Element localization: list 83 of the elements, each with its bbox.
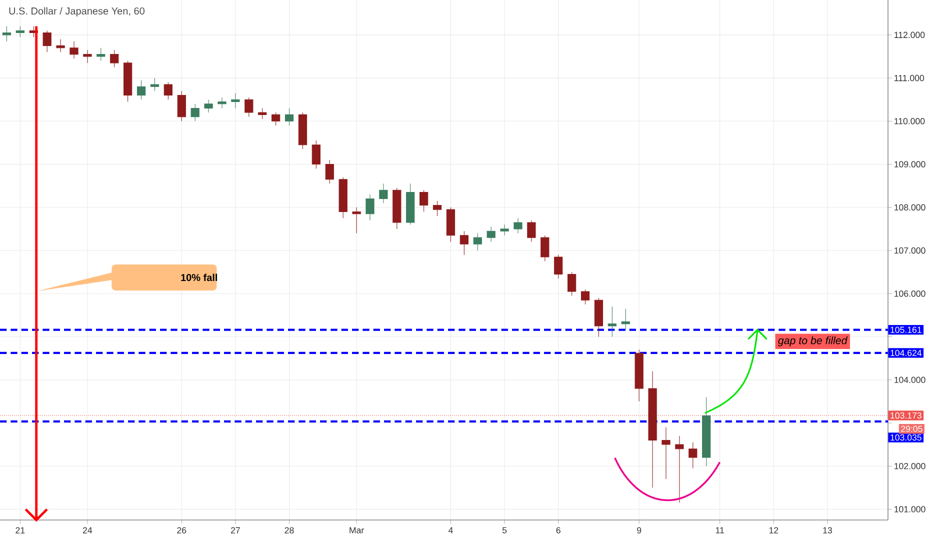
candlestick (244, 97, 254, 118)
y-tick-label: 109.000 (894, 161, 926, 168)
candlestick (164, 82, 172, 100)
candlestick (527, 220, 536, 242)
candlestick (473, 232, 482, 251)
x-tick-label: 5 (502, 527, 507, 534)
candlestick (258, 108, 267, 120)
candlestick (580, 289, 590, 305)
x-tick-label: 12 (769, 527, 778, 534)
x-tick-label: Mar (350, 527, 364, 534)
y-tick-label: 111.000 (894, 74, 924, 82)
candlestick (379, 183, 388, 204)
candlestick (150, 78, 160, 92)
ref-line-label: 104.624 (890, 350, 922, 356)
candlestick (392, 188, 402, 230)
text: 29:05 (901, 426, 922, 432)
y-tick-label: 102.000 (894, 462, 926, 470)
candlestick (702, 396, 711, 466)
x-tick-label: 24 (83, 527, 92, 534)
candlestick (608, 306, 616, 338)
candlestick (177, 90, 186, 122)
candlestick (2, 26, 12, 42)
annotation: 10% fall (181, 274, 218, 282)
candlestick (634, 349, 644, 402)
candlestick (42, 30, 52, 52)
candlestick (554, 254, 563, 279)
y-tick-label: 107.000 (894, 247, 926, 254)
ref-line-label: 103.173 (890, 412, 922, 419)
y-tick-label: 108.000 (894, 204, 926, 211)
candlestick (70, 41, 78, 59)
candlestick (420, 190, 428, 212)
x-tick-label: 26 (177, 527, 186, 534)
x-tick-label: 9 (637, 527, 642, 534)
candlestick (312, 140, 320, 169)
y-tick-label: 101.000 (894, 506, 926, 512)
candlestick (406, 183, 415, 225)
candlestick (16, 26, 24, 38)
candlestick (621, 308, 630, 331)
candlestick (124, 60, 132, 102)
candlestick (540, 235, 550, 262)
y-tick-label: 106.000 (894, 290, 926, 297)
candlestick (648, 370, 657, 488)
y-tick-label: 104.000 (894, 376, 926, 383)
candlestick (594, 298, 604, 338)
candlestick (338, 176, 348, 218)
x-tick-label: 21 (16, 527, 25, 534)
candlestick (568, 272, 576, 296)
candlestick (218, 97, 226, 108)
candlestick (688, 442, 698, 469)
candlestick (446, 207, 456, 242)
candlestick (284, 108, 294, 126)
y-tick-label: 110.000 (894, 118, 925, 124)
candlestick (204, 99, 213, 113)
candlestick (298, 112, 308, 150)
x-tick-label: 11 (716, 527, 724, 534)
ref-line-label: 105.161 (890, 326, 922, 333)
x-tick-label: 6 (556, 527, 560, 534)
y-tick-label: 112.000 (894, 32, 925, 38)
x-tick-label: 13 (823, 527, 832, 534)
candlestick (231, 92, 240, 108)
candlestick (83, 50, 92, 64)
candlestick (272, 112, 280, 126)
candlestick (500, 224, 509, 236)
candlestick (486, 226, 496, 242)
candlestick (110, 50, 119, 68)
annotation: gap to be filled (778, 336, 848, 346)
x-tick-label: 27 (231, 527, 240, 534)
x-tick-label: 28 (284, 527, 294, 534)
candlestick (136, 80, 146, 100)
candlestick (432, 200, 442, 216)
text: U.S. Dollar / Japanese Yen, 60 (9, 7, 144, 17)
candlestick (325, 160, 334, 184)
ref-line-label: 103.035 (890, 434, 922, 441)
candlestick (675, 436, 684, 504)
candlestick (366, 194, 374, 221)
candlestick (460, 230, 468, 256)
candlestick (190, 104, 200, 122)
candlestick (352, 207, 361, 234)
candlestick (56, 38, 65, 52)
candlestick (662, 427, 670, 480)
x-tick-label: 4 (448, 527, 453, 534)
candlestick (514, 218, 522, 234)
candlestick (96, 48, 106, 62)
